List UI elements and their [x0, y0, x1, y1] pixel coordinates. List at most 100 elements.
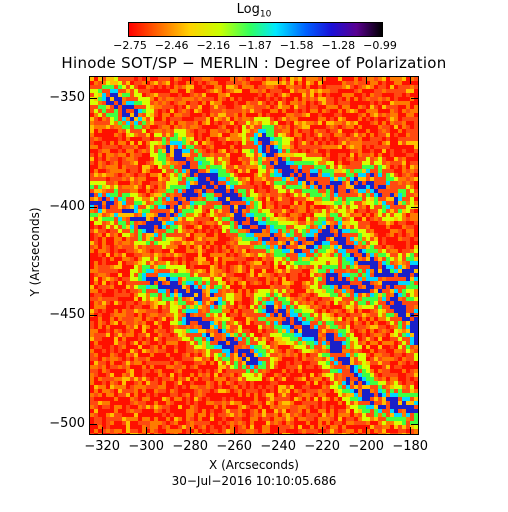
heatmap-cell — [362, 389, 366, 393]
heatmap-cell — [226, 237, 230, 241]
heatmap-cell — [370, 389, 374, 393]
heatmap-cell — [382, 341, 386, 345]
heatmap-cell — [242, 129, 246, 133]
heatmap-cell — [102, 169, 106, 173]
heatmap-cell — [390, 353, 394, 357]
heatmap-cell — [110, 129, 114, 133]
heatmap-cell — [282, 129, 286, 133]
heatmap-cell — [98, 101, 102, 105]
heatmap-cell — [210, 333, 214, 337]
heatmap-cell — [142, 201, 146, 205]
heatmap-cell — [110, 361, 114, 365]
heatmap-cell — [138, 209, 142, 213]
heatmap-cell — [286, 105, 290, 109]
heatmap-cell — [414, 269, 418, 273]
heatmap-cell — [254, 129, 258, 133]
heatmap-cell — [186, 373, 190, 377]
heatmap-cell — [210, 305, 214, 309]
heatmap-cell — [402, 373, 406, 377]
heatmap-cell — [238, 389, 242, 393]
heatmap-cell — [114, 97, 118, 101]
heatmap-cell — [142, 81, 146, 85]
heatmap-cell — [126, 341, 130, 345]
heatmap-cell — [314, 269, 318, 273]
heatmap-cell — [266, 389, 270, 393]
heatmap-cell — [322, 349, 326, 353]
heatmap-cell — [402, 333, 406, 337]
heatmap-cell — [262, 413, 266, 417]
heatmap-cell — [414, 337, 418, 341]
heatmap-cell — [270, 197, 274, 201]
heatmap-cell — [158, 133, 162, 137]
heatmap-cell — [322, 229, 326, 233]
heatmap-cell — [154, 133, 158, 137]
heatmap-cell — [150, 141, 154, 145]
heatmap-cell — [118, 85, 122, 89]
heatmap-cell — [150, 413, 154, 417]
heatmap-cell — [194, 169, 198, 173]
heatmap-cell — [414, 325, 418, 329]
heatmap-cell — [394, 157, 398, 161]
heatmap-cell — [314, 217, 318, 221]
heatmap-cell — [170, 101, 174, 105]
heatmap-cell — [362, 381, 366, 385]
heatmap-cell — [386, 177, 390, 181]
heatmap-cell — [350, 389, 354, 393]
heatmap-cell — [370, 257, 374, 261]
heatmap-cell — [178, 121, 182, 125]
heatmap-cell — [182, 173, 186, 177]
heatmap-cell — [166, 165, 170, 169]
heatmap-cell — [390, 313, 394, 317]
heatmap-cell — [318, 225, 322, 229]
heatmap-cell — [250, 161, 254, 165]
heatmap-cell — [114, 125, 118, 129]
heatmap-cell — [250, 173, 254, 177]
heatmap-cell — [390, 137, 394, 141]
heatmap-cell — [226, 157, 230, 161]
heatmap-cell — [394, 329, 398, 333]
heatmap-cell — [242, 401, 246, 405]
heatmap-cell — [130, 101, 134, 105]
heatmap-cell — [182, 209, 186, 213]
heatmap-cell — [318, 133, 322, 137]
heatmap-cell — [318, 233, 322, 237]
heatmap-cell — [162, 189, 166, 193]
heatmap-cell — [410, 217, 414, 221]
heatmap-cell — [294, 185, 298, 189]
heatmap-cell — [130, 405, 134, 409]
heatmap-cell — [286, 357, 290, 361]
heatmap-cell — [294, 201, 298, 205]
heatmap-cell — [142, 289, 146, 293]
heatmap-cell — [114, 405, 118, 409]
heatmap-cell — [90, 281, 94, 285]
heatmap-cell — [182, 345, 186, 349]
heatmap-cell — [298, 245, 302, 249]
heatmap-cell — [170, 301, 174, 305]
heatmap-cell — [166, 417, 170, 421]
heatmap-cell — [334, 109, 338, 113]
heatmap-cell — [306, 353, 310, 357]
heatmap-cell — [346, 393, 350, 397]
heatmap-cell — [266, 405, 270, 409]
heatmap-cell — [406, 133, 410, 137]
heatmap-cell — [238, 313, 242, 317]
heatmap-cell — [322, 201, 326, 205]
heatmap-cell — [194, 349, 198, 353]
heatmap-cell — [306, 305, 310, 309]
heatmap-cell — [130, 333, 134, 337]
heatmap-cell — [314, 337, 318, 341]
heatmap-cell — [190, 305, 194, 309]
heatmap-cell — [302, 329, 306, 333]
heatmap-cell — [370, 293, 374, 297]
heatmap-cell — [114, 421, 118, 425]
heatmap-cell — [338, 129, 342, 133]
heatmap-cell — [414, 217, 418, 221]
heatmap-cell — [102, 173, 106, 177]
heatmap-cell — [370, 321, 374, 325]
heatmap-cell — [98, 145, 102, 149]
heatmap-cell — [258, 177, 262, 181]
heatmap-cell — [366, 165, 370, 169]
heatmap-cell — [218, 217, 222, 221]
heatmap-cell — [250, 89, 254, 93]
heatmap-cell — [150, 269, 154, 273]
